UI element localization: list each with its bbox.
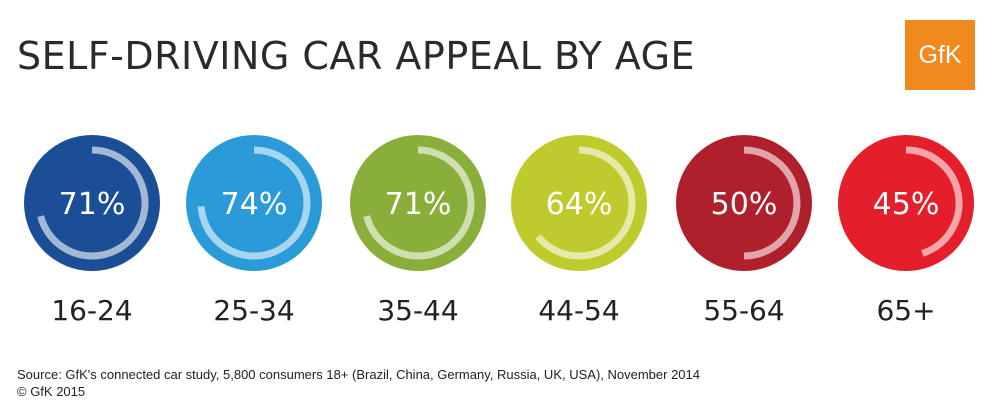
gauge-arc-44-54 <box>535 146 636 260</box>
value-label-35-44: 71% <box>385 187 452 222</box>
value-label-44-54: 64% <box>546 187 613 222</box>
category-label-35-44: 35-44 <box>377 294 458 327</box>
gauge-arc-65+ <box>905 146 963 257</box>
gauge-arc-25-34 <box>197 146 311 260</box>
page-title: SELF-DRIVING CAR APPEAL BY AGE <box>17 34 696 78</box>
footer: Source: GfK's connected car study, 5,800… <box>17 366 700 400</box>
gauge-circle-65+ <box>838 135 974 271</box>
gauge-circle-25-34 <box>186 135 322 271</box>
category-label-25-34: 25-34 <box>213 294 294 327</box>
source-note: Source: GfK's connected car study, 5,800… <box>17 367 700 382</box>
gauge-arc-16-24 <box>37 146 149 260</box>
value-label-65+: 45% <box>873 187 940 222</box>
category-label-55-64: 55-64 <box>703 294 784 327</box>
value-label-16-24: 71% <box>59 187 126 222</box>
gauge-circle-44-54 <box>511 135 647 271</box>
category-label-44-54: 44-54 <box>538 294 619 327</box>
gauge-arc-55-64 <box>743 146 801 260</box>
gauge-circle-16-24 <box>24 135 160 271</box>
category-label-65+: 65+ <box>876 294 935 327</box>
gfk-logo: GfK <box>905 20 975 90</box>
copyright-note: © GfK 2015 <box>17 384 86 399</box>
logo-text: GfK <box>918 40 962 69</box>
gauge-circle-35-44 <box>350 135 486 271</box>
value-label-55-64: 50% <box>711 187 778 222</box>
category-label-16-24: 16-24 <box>51 294 132 327</box>
gauge-circle-55-64 <box>676 135 812 271</box>
age-appeal-chart: 71% 16-24 74% 25-34 71% 35-44 64% 44-54 50% 55-64… <box>24 135 974 327</box>
gauge-arc-35-44 <box>363 146 475 260</box>
value-label-25-34: 74% <box>221 187 288 222</box>
